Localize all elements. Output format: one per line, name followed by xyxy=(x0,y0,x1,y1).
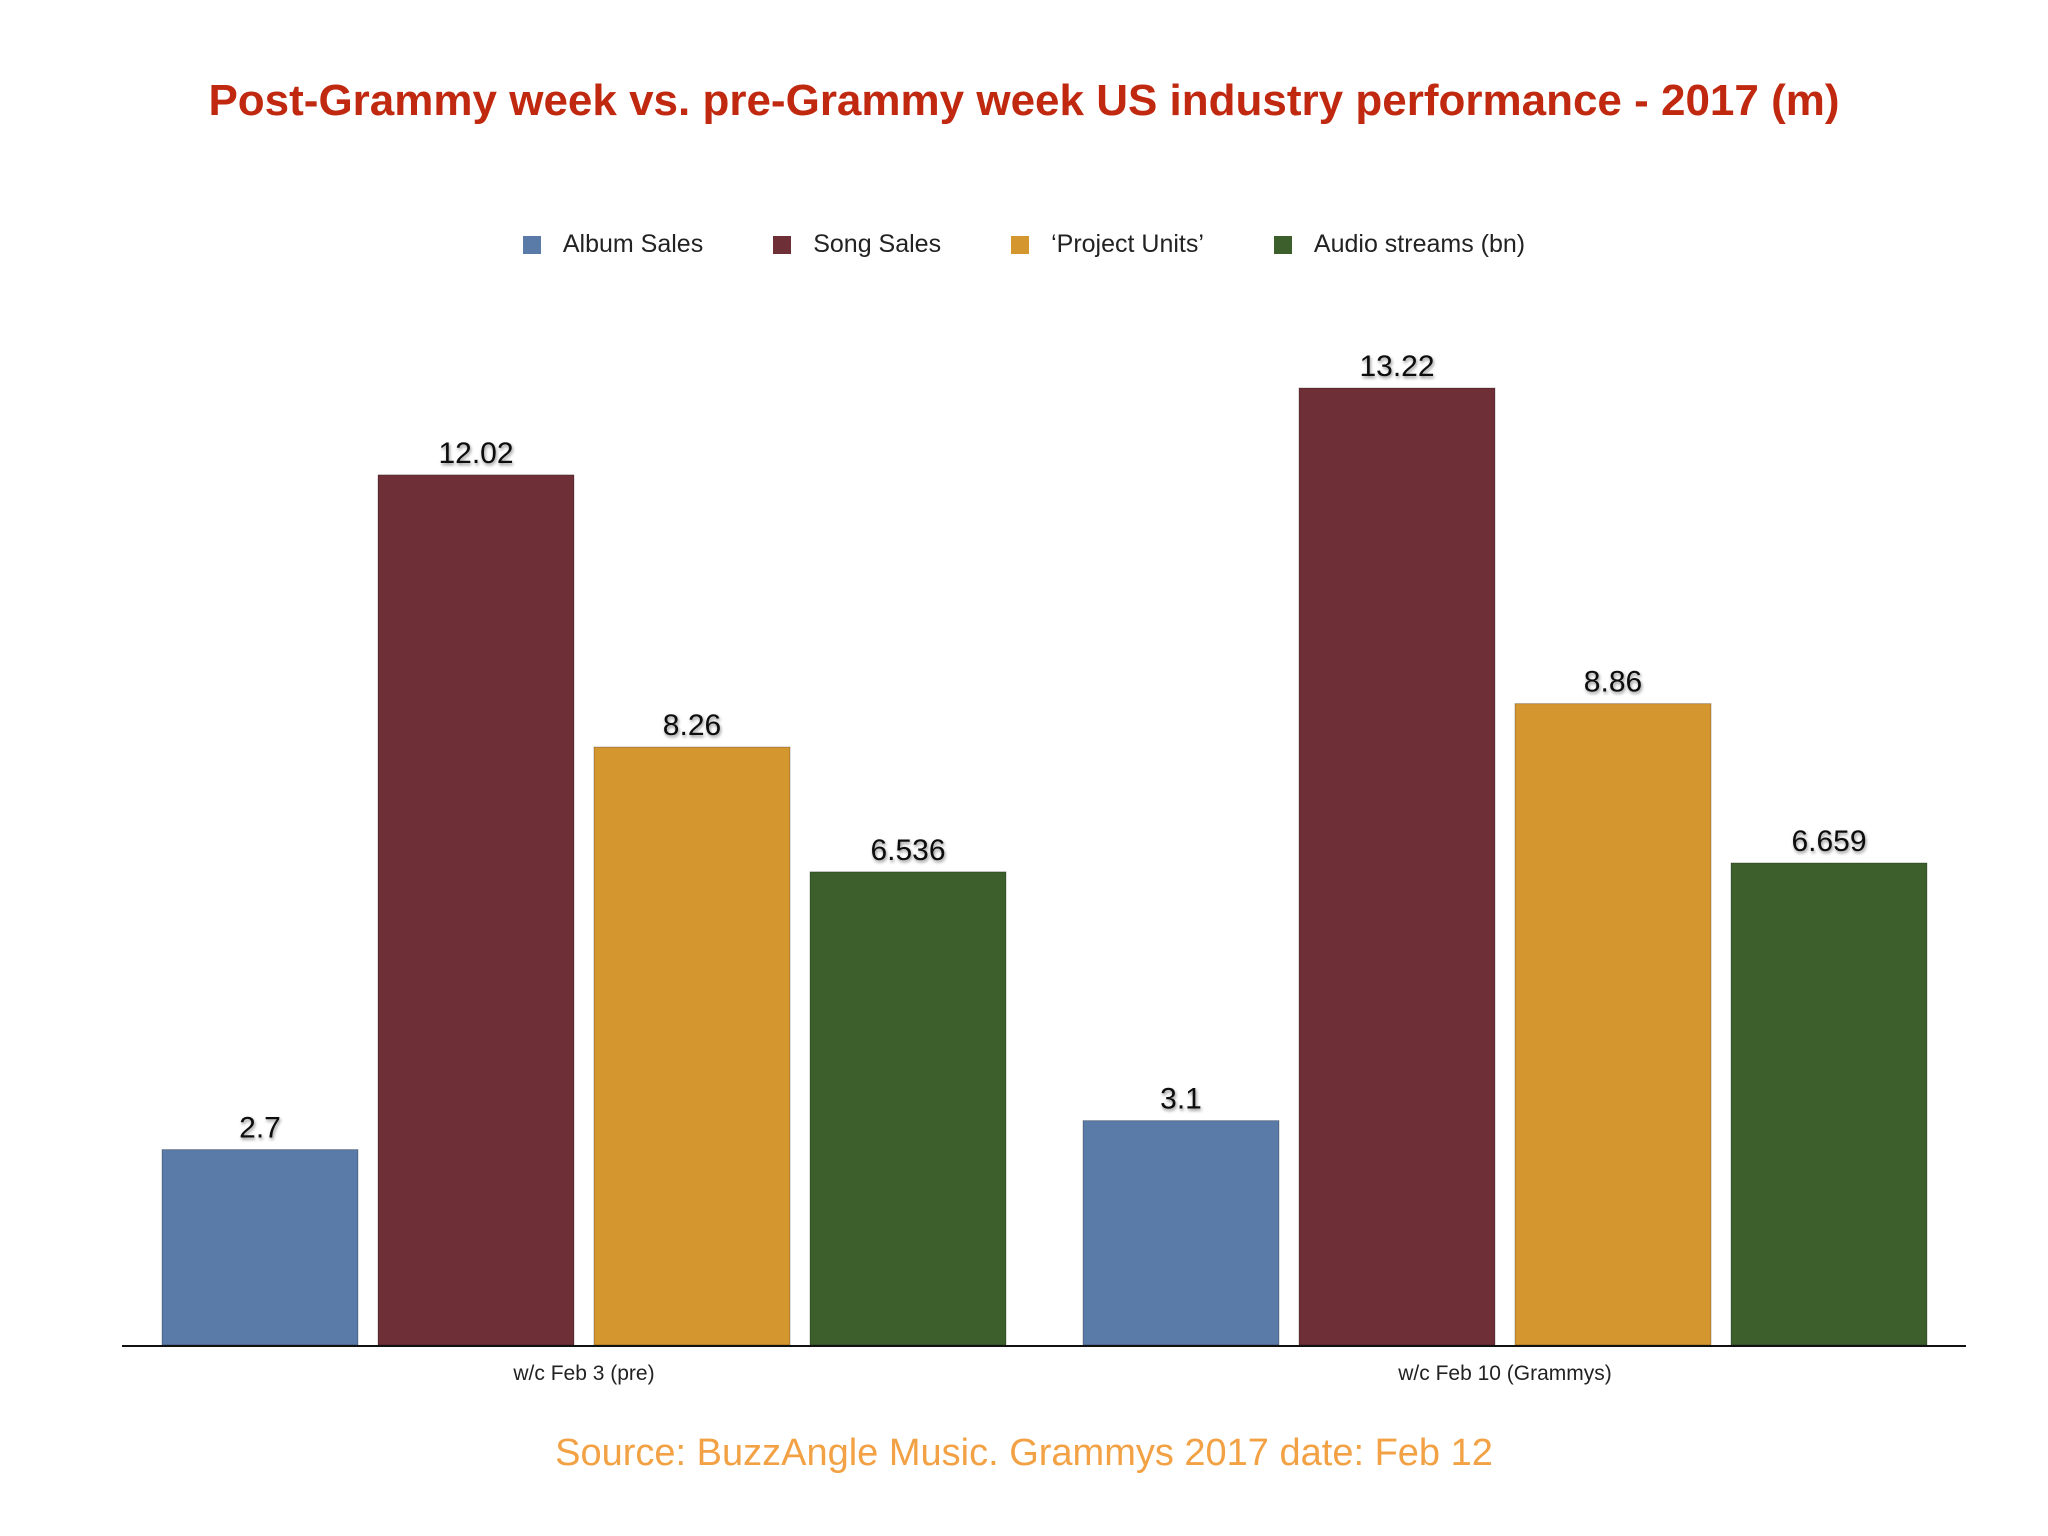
bar-project-units-2 xyxy=(1514,703,1712,1346)
bar-project-units-1 xyxy=(593,746,791,1346)
data-label-album-sales-2: 3.1 xyxy=(1160,1083,1202,1116)
category-label-2: w/c Feb 10 (Grammys) xyxy=(1397,1362,1612,1385)
bar-album-sales-2 xyxy=(1082,1120,1280,1346)
legend-item-audio-streams: Audio streams (bn) xyxy=(1273,230,1526,259)
legend-label-audio-streams: Audio streams (bn) xyxy=(1313,230,1526,258)
bar-audio-streams-1 xyxy=(809,871,1007,1346)
legend-label-song-sales: Song Sales xyxy=(813,230,942,258)
legend-item-album-sales: Album Sales xyxy=(522,230,704,259)
source-note: Source: BuzzAngle Music. Grammys 2017 da… xyxy=(555,1432,1493,1474)
chart-legend: Album Sales Song Sales ‘Project Units’ A… xyxy=(0,230,2048,259)
bar-song-sales-1 xyxy=(377,474,575,1346)
chart-title: Post-Grammy week vs. pre-Grammy week US … xyxy=(208,76,1840,125)
bar-audio-streams-2 xyxy=(1730,862,1928,1346)
bar-album-sales-1 xyxy=(161,1149,359,1346)
legend-swatch-audio-streams xyxy=(1273,235,1292,254)
category-label-1: w/c Feb 3 (pre) xyxy=(512,1362,654,1385)
bar-song-sales-2 xyxy=(1298,387,1496,1346)
legend-swatch-album-sales xyxy=(522,235,541,254)
data-label-audio-streams-2: 6.659 xyxy=(1791,825,1866,858)
data-label-song-sales-1: 12.02 xyxy=(438,437,513,470)
data-label-project-units-2: 8.86 xyxy=(1584,666,1642,699)
legend-label-album-sales: Album Sales xyxy=(562,230,704,258)
legend-item-project-units: ‘Project Units’ xyxy=(1011,230,1204,259)
data-label-audio-streams-1: 6.536 xyxy=(870,834,945,867)
data-label-song-sales-2: 13.22 xyxy=(1359,350,1434,383)
legend-item-song-sales: Song Sales xyxy=(773,230,941,259)
legend-swatch-project-units xyxy=(1011,235,1030,254)
data-label-project-units-1: 8.26 xyxy=(663,709,721,742)
legend-label-project-units: ‘Project Units’ xyxy=(1051,230,1204,258)
legend-swatch-song-sales xyxy=(773,235,792,254)
data-label-album-sales-1: 2.7 xyxy=(239,1112,281,1145)
